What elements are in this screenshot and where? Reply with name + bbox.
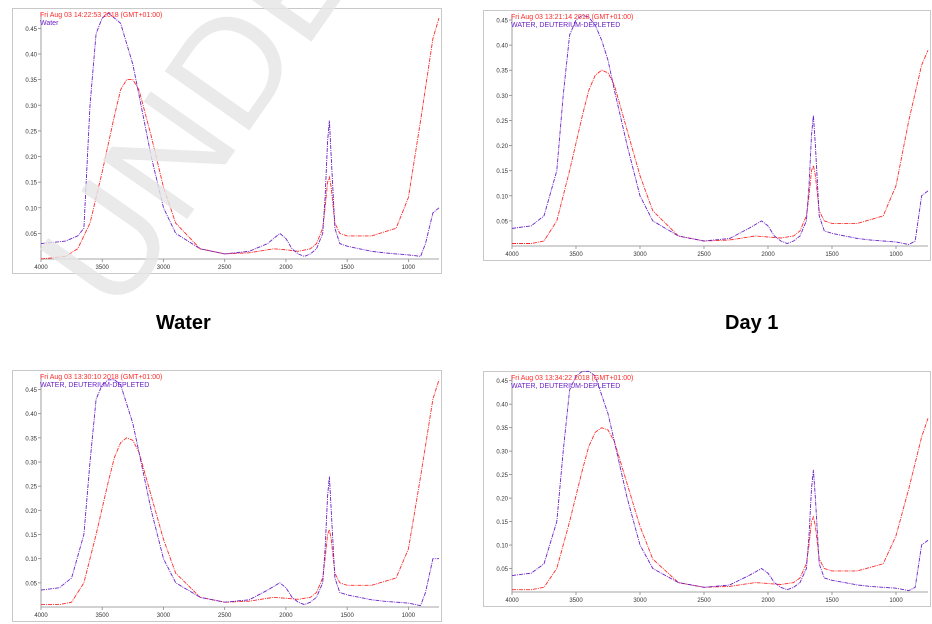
x-tick-label: 2500 (218, 613, 232, 619)
y-tick-label: 0.05 (25, 581, 37, 587)
x-tick-label: 4000 (34, 613, 48, 619)
spectrum-panel-bottom-left: 0.05 0.10 0.15 0.20 0.25 0.30 0.35 0.40 0.45 4000… (12, 370, 442, 622)
caption-water: Water (156, 312, 211, 334)
x-tick-label: 3500 (96, 613, 110, 619)
axis-lines (511, 376, 928, 593)
spectrum-panel-bottom-right: 0.05 0.10 0.15 0.20 0.25 0.30 0.35 0.40 0.45 4000… (483, 370, 931, 607)
y-tick-label: 0.30 (25, 104, 37, 110)
x-tick-label: 4000 (34, 265, 48, 271)
sample-label: Water (40, 20, 59, 27)
y-tick-label: 0.25 (25, 485, 37, 491)
x-tick-label: 2000 (279, 613, 293, 619)
caption-day1: Day 1 (725, 312, 779, 334)
x-tick-label: 1000 (402, 265, 416, 271)
x-tick-label: 3500 (96, 265, 110, 271)
spectrum-plot: 0.05 0.10 0.15 0.20 0.25 0.30 0.35 0.40 0.45 4000… (496, 14, 929, 258)
spectrum-panel-day1: 0.05 0.10 0.15 0.20 0.25 0.30 0.35 0.40 0.45 4000… (483, 10, 931, 261)
x-tick-label: 2500 (697, 598, 711, 604)
x-tick-label: 3000 (157, 613, 171, 619)
y-tick-label: 0.35 (25, 436, 37, 442)
y-tick-label: 0.40 (25, 412, 37, 418)
x-tick-label: 2500 (218, 265, 232, 271)
timestamp-label: Fri Aug 03 14:22:53 2018 (GMT+01:00) (40, 12, 163, 19)
timestamp-label: Fri Aug 03 13:34:22 2018 (GMT+01:00) (511, 375, 634, 382)
y-tick-label: 0.45 (496, 379, 508, 385)
y-tick-label: 0.25 (496, 473, 508, 479)
y-tick-label: 0.40 (25, 53, 37, 59)
spectrum-panel-water: 0.05 0.10 0.15 0.20 0.25 0.30 0.35 0.40 0.45 4000… (12, 8, 442, 274)
y-tick-label: 0.15 (25, 533, 37, 539)
y-tick-label: 0.20 (25, 509, 37, 515)
x-tick-label: 3000 (633, 598, 647, 604)
x-tick-label: 1500 (825, 252, 839, 258)
x-tick-label: 1500 (340, 613, 354, 619)
x-tick-label: 1000 (889, 598, 903, 604)
spectrum-plot: 0.05 0.10 0.15 0.20 0.25 0.30 0.35 0.40 0.45 4000… (25, 375, 440, 619)
y-tick-label: 0.30 (496, 94, 508, 100)
y-tick-label: 0.15 (25, 181, 37, 187)
x-tick-label: 4000 (505, 252, 519, 258)
sample-label: WATER, DEUTERIUM-DEPLETED (511, 22, 621, 29)
red-spectrum-line (41, 379, 440, 606)
y-tick-label: 0.05 (496, 219, 508, 225)
axis-lines (40, 375, 439, 608)
y-tick-label: 0.10 (496, 194, 508, 200)
y-tick-label: 0.35 (25, 78, 37, 84)
y-tick-label: 0.10 (25, 206, 37, 212)
x-tick-label: 3500 (569, 252, 583, 258)
y-tick-label: 0.15 (496, 520, 508, 526)
x-tick-label: 2000 (279, 265, 293, 271)
y-tick-label: 0.10 (496, 544, 508, 550)
x-tick-label: 2500 (697, 252, 711, 258)
spectrum-plot: 0.05 0.10 0.15 0.20 0.25 0.30 0.35 0.40 0.45 4000… (496, 370, 929, 604)
x-tick-label: 1500 (825, 598, 839, 604)
axis-lines (40, 13, 439, 260)
axis-lines (511, 15, 928, 247)
x-tick-label: 3500 (569, 598, 583, 604)
y-tick-label: 0.20 (25, 155, 37, 161)
sample-label: WATER, DEUTERIUM-DEPLETED (40, 382, 150, 389)
x-tick-label: 1500 (340, 265, 354, 271)
y-tick-label: 0.40 (496, 44, 508, 50)
y-tick-label: 0.05 (496, 567, 508, 573)
x-tick-label: 3000 (157, 265, 171, 271)
y-tick-label: 0.10 (25, 557, 37, 563)
y-tick-label: 0.30 (25, 461, 37, 467)
sample-label: WATER, DEUTERIUM-DEPLETED (511, 383, 621, 390)
y-tick-label: 0.30 (496, 450, 508, 456)
y-tick-label: 0.15 (496, 169, 508, 175)
purple-spectrum-line (40, 12, 440, 257)
y-tick-label: 0.20 (496, 144, 508, 150)
timestamp-label: Fri Aug 03 13:30:10 2018 (GMT+01:00) (40, 374, 163, 381)
timestamp-label: Fri Aug 03 13:21:14 2018 (GMT+01:00) (511, 14, 634, 21)
y-tick-label: 0.45 (25, 388, 37, 394)
red-spectrum-line (40, 17, 440, 260)
x-tick-label: 1000 (402, 613, 416, 619)
spectrum-plot: 0.05 0.10 0.15 0.20 0.25 0.30 0.35 0.40 0.45 4000… (25, 12, 440, 271)
x-tick-label: 2000 (761, 598, 775, 604)
y-tick-label: 0.20 (496, 497, 508, 503)
y-tick-label: 0.40 (496, 403, 508, 409)
x-tick-label: 4000 (505, 598, 519, 604)
x-tick-label: 1000 (889, 252, 903, 258)
red-spectrum-line (512, 418, 929, 591)
x-tick-label: 2000 (761, 252, 775, 258)
y-tick-label: 0.35 (496, 69, 508, 75)
y-tick-label: 0.45 (25, 27, 37, 33)
purple-spectrum-line (40, 379, 439, 607)
y-tick-label: 0.35 (496, 426, 508, 432)
y-tick-label: 0.25 (25, 129, 37, 135)
red-spectrum-line (512, 50, 929, 244)
purple-spectrum-line (511, 14, 929, 245)
x-tick-label: 3000 (633, 252, 647, 258)
y-tick-label: 0.25 (496, 119, 508, 125)
y-tick-label: 0.05 (25, 232, 37, 238)
y-tick-label: 0.45 (496, 19, 508, 25)
purple-spectrum-line (511, 370, 929, 592)
